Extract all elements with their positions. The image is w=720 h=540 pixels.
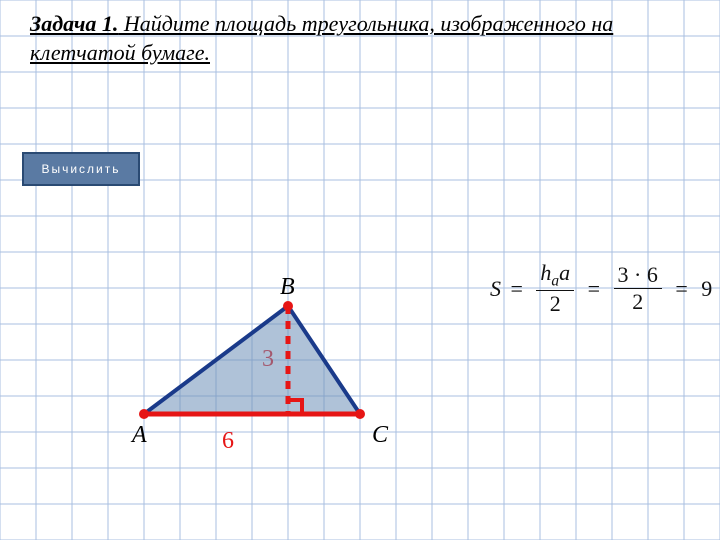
triangle-diagram bbox=[0, 0, 720, 540]
